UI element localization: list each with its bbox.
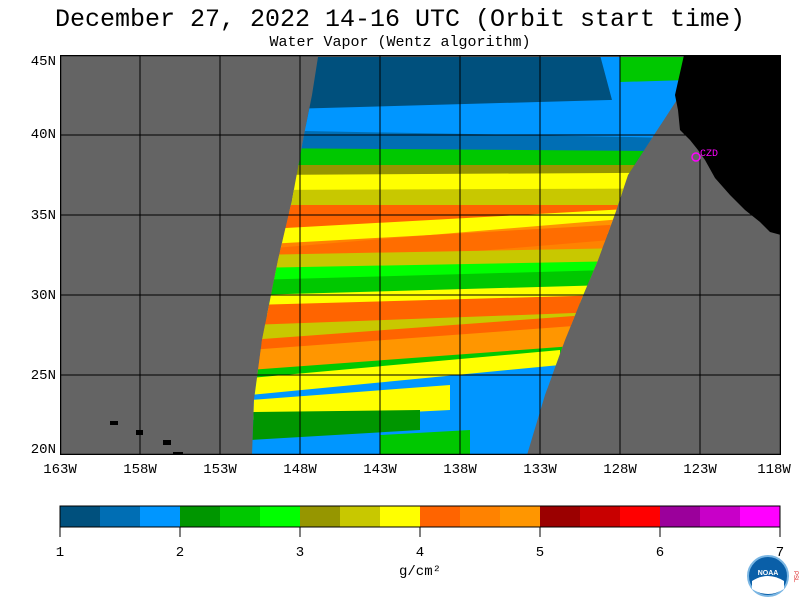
- island: [110, 421, 118, 425]
- map-border: [60, 55, 781, 455]
- lat-lon-grid: [60, 55, 781, 455]
- water-vapor-map: CZD: [60, 55, 781, 455]
- colorbar-swatch: [380, 506, 421, 527]
- colorbar-swatch: [140, 506, 181, 527]
- colorbar-swatch: [460, 506, 501, 527]
- colorbar-swatch: [540, 506, 581, 527]
- colorbar-swatch: [300, 506, 341, 527]
- noaa-logo-text: NOAA: [758, 570, 779, 577]
- units-label: g/cm²: [398, 564, 441, 580]
- colorbar-tick-label: 6: [655, 545, 665, 561]
- colorbar-tick-label: 3: [295, 545, 305, 561]
- colorbar-tick-label: 2: [175, 545, 185, 561]
- lat-label-20n: 20N: [30, 442, 56, 458]
- colorbar-swatches: [60, 506, 781, 527]
- colorbar-tick-label: 7: [775, 545, 785, 561]
- colorbar-swatch: [340, 506, 381, 527]
- colorbar-tick-label: 1: [55, 545, 65, 561]
- lat-label-25n: 25N: [30, 368, 56, 384]
- lon-label-148w: 148W: [283, 462, 317, 478]
- lon-label-158w: 158W: [123, 462, 157, 478]
- lon-label-123w: 123W: [683, 462, 717, 478]
- station-label: CZD: [700, 149, 718, 160]
- colorbar-swatch: [180, 506, 221, 527]
- colorbar-tick-label: 4: [415, 545, 425, 561]
- colorbar-swatch: [260, 506, 301, 527]
- lat-label-30n: 30N: [30, 288, 56, 304]
- colorbar-ticks: [59, 527, 781, 537]
- chart-subtitle: Water Vapor (Wentz algorithm): [269, 34, 531, 51]
- colorbar-swatch: [100, 506, 141, 527]
- lon-label-138w: 138W: [443, 462, 477, 478]
- land-mass: [675, 55, 781, 235]
- noaa-logo: NOAA PSL: [747, 555, 798, 597]
- colorbar-swatch: [580, 506, 621, 527]
- lon-label-133w: 133W: [523, 462, 557, 478]
- colorbar-swatch: [220, 506, 261, 527]
- lon-label-118w: 118W: [757, 462, 791, 478]
- lat-label-45n: 45N: [30, 54, 56, 70]
- lon-label-143w: 143W: [363, 462, 397, 478]
- colorbar-tick-label: 5: [535, 545, 545, 561]
- psl-logo-text: PSL: [792, 571, 798, 583]
- island: [173, 452, 183, 455]
- lat-label-35n: 35N: [30, 208, 56, 224]
- colorbar-swatch: [420, 506, 461, 527]
- colorbar-swatch: [740, 506, 781, 527]
- colorbar-swatch: [620, 506, 661, 527]
- colorbar-swatch: [60, 506, 101, 527]
- lon-label-128w: 128W: [603, 462, 637, 478]
- station-marker: [691, 152, 701, 162]
- colorbar-swatch: [700, 506, 741, 527]
- lat-label-40n: 40N: [30, 127, 56, 143]
- lon-label-163w: 163W: [43, 462, 77, 478]
- chart-title: December 27, 2022 14-16 UTC (Orbit start…: [54, 5, 746, 34]
- lon-label-153w: 153W: [203, 462, 237, 478]
- colorbar-swatch: [500, 506, 541, 527]
- island: [163, 440, 171, 445]
- colorbar-swatch: [660, 506, 701, 527]
